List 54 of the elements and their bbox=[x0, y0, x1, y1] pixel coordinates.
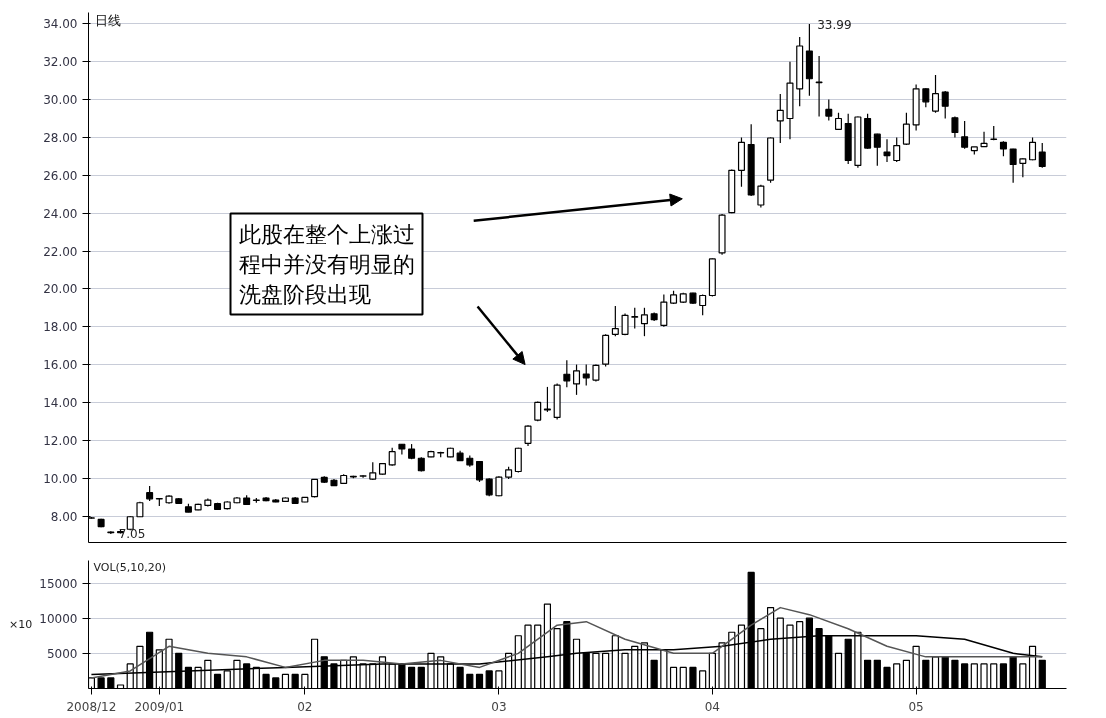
x-tick-label: 05 bbox=[908, 699, 924, 714]
candlestick bbox=[524, 424, 532, 447]
x-tick-label: 04 bbox=[704, 699, 721, 714]
x-tick-label: 2009/01 bbox=[134, 699, 185, 714]
chart-title: 日线 bbox=[95, 12, 122, 28]
y-tick-label: 15000 bbox=[39, 576, 78, 591]
y-tick-label: 32.00 bbox=[43, 55, 78, 70]
y-tick-label: 10.00 bbox=[43, 471, 78, 486]
line-series bbox=[90, 606, 1043, 679]
candlestick bbox=[941, 90, 949, 120]
y-tick-label: 16.00 bbox=[43, 358, 78, 373]
candlestick bbox=[660, 293, 668, 328]
y-tick-label: 20.00 bbox=[43, 282, 78, 297]
y-tick-label: 5000 bbox=[46, 646, 78, 661]
candlestick bbox=[776, 93, 784, 144]
annotation: VOL(5,10,20) bbox=[93, 560, 167, 574]
y-tick-label: 22.00 bbox=[43, 244, 78, 259]
candlestick bbox=[873, 133, 881, 167]
candlestick bbox=[476, 460, 484, 483]
y-tick-label: 26.00 bbox=[43, 168, 78, 183]
annotation: 7.05 bbox=[118, 527, 146, 542]
y-tick-label: 18.00 bbox=[43, 320, 78, 335]
candlestick bbox=[922, 87, 930, 108]
y-tick-label: 10000 bbox=[39, 611, 78, 626]
candlestick bbox=[573, 363, 581, 396]
annotation: 33.99 bbox=[817, 17, 852, 32]
y-tick-label: 8.00 bbox=[50, 509, 78, 524]
text: ×10 bbox=[9, 618, 33, 631]
candlestick bbox=[883, 138, 891, 163]
candlestick bbox=[893, 136, 901, 163]
y-tick-label: 12.00 bbox=[43, 433, 78, 448]
y-tick-label: 24.00 bbox=[43, 206, 78, 221]
candlestick bbox=[1038, 142, 1046, 169]
candlestick bbox=[961, 120, 969, 150]
y-tick-label: 30.00 bbox=[43, 93, 78, 108]
x-tick-label: 03 bbox=[491, 699, 507, 714]
annotation: 此股在整个上涨过程中并没有明显的洗盘阶段出现 bbox=[238, 221, 415, 307]
candlestick bbox=[1009, 148, 1017, 184]
candlestick bbox=[543, 386, 551, 413]
candlestick bbox=[640, 307, 648, 337]
candlestick bbox=[611, 305, 619, 337]
x-tick-label: 2008/12 bbox=[66, 699, 117, 714]
candlestick bbox=[631, 307, 639, 330]
candlestick bbox=[563, 359, 571, 388]
candlestick bbox=[902, 112, 910, 146]
candlestick bbox=[582, 363, 590, 386]
candlestick bbox=[1019, 157, 1027, 178]
candlestick bbox=[932, 74, 940, 114]
y-tick-label: 34.00 bbox=[43, 17, 78, 32]
y-tick-label: 14.00 bbox=[43, 395, 78, 410]
x-tick-label: 02 bbox=[297, 699, 313, 714]
y-tick-label: 28.00 bbox=[43, 130, 78, 145]
candlestick bbox=[825, 98, 833, 121]
candlestick bbox=[980, 131, 988, 148]
